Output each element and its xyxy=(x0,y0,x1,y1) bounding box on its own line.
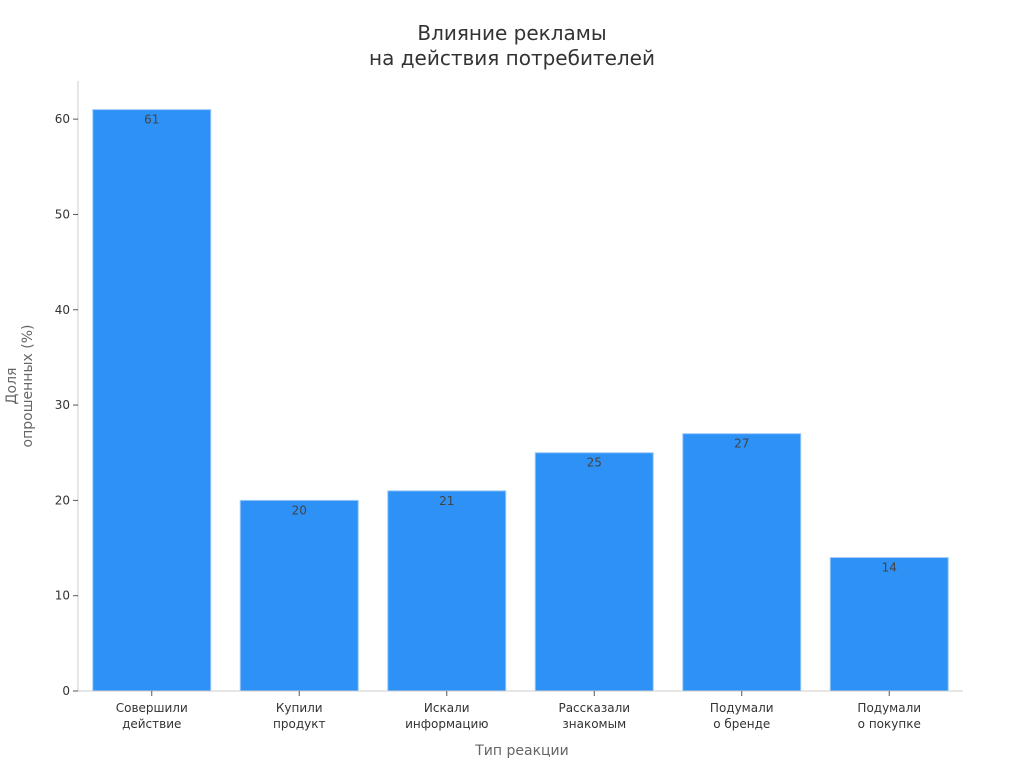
y-tick-label: 0 xyxy=(62,684,70,698)
y-tick-label: 20 xyxy=(55,493,70,507)
bar xyxy=(387,490,507,692)
y-tick-label: 30 xyxy=(55,398,70,412)
x-axis-label: Тип реакции xyxy=(474,743,569,759)
y-axis: 0 10 20 30 40 50 60 xyxy=(55,81,79,698)
y-axis-label-text: Доляопрошенных (%) xyxy=(4,325,36,448)
y-tick-label: 40 xyxy=(55,303,70,317)
chart-title-line: Влияние рекламы xyxy=(417,21,606,45)
bar-value-label: 14 xyxy=(882,561,897,575)
y-tick-label: 10 xyxy=(55,589,70,603)
bar-value-label: 20 xyxy=(292,503,307,517)
x-tick-label: Купили продукт xyxy=(273,701,325,731)
bar-value-label: 27 xyxy=(734,437,749,451)
x-axis: Совершили действие Купили продукт Искали инфо… xyxy=(78,690,963,731)
bars: 61 20 21 25 27 14 xyxy=(92,109,949,692)
bar-value-label: 61 xyxy=(144,113,159,127)
bar-value-label: 21 xyxy=(439,494,454,508)
bar xyxy=(239,499,359,692)
x-tick-label: Рассказали знакомым xyxy=(558,701,630,731)
chart-title-line: на действия потребителей xyxy=(369,46,655,70)
x-tick-label: Совершили действие xyxy=(116,701,188,731)
bar xyxy=(534,452,654,692)
bar xyxy=(92,109,212,692)
y-axis-label: Доляопрошенных (%) xyxy=(4,325,36,448)
x-tick-label: Подумали о покупке xyxy=(857,701,921,731)
y-tick-label: 50 xyxy=(55,207,70,221)
bar xyxy=(682,433,802,692)
y-tick-label: 60 xyxy=(55,112,70,126)
x-tick-label: Искали информацию xyxy=(405,701,488,731)
x-tick-label: Подумали о бренде xyxy=(710,701,774,731)
bar xyxy=(829,557,949,692)
bar-value-label: 25 xyxy=(587,456,602,470)
